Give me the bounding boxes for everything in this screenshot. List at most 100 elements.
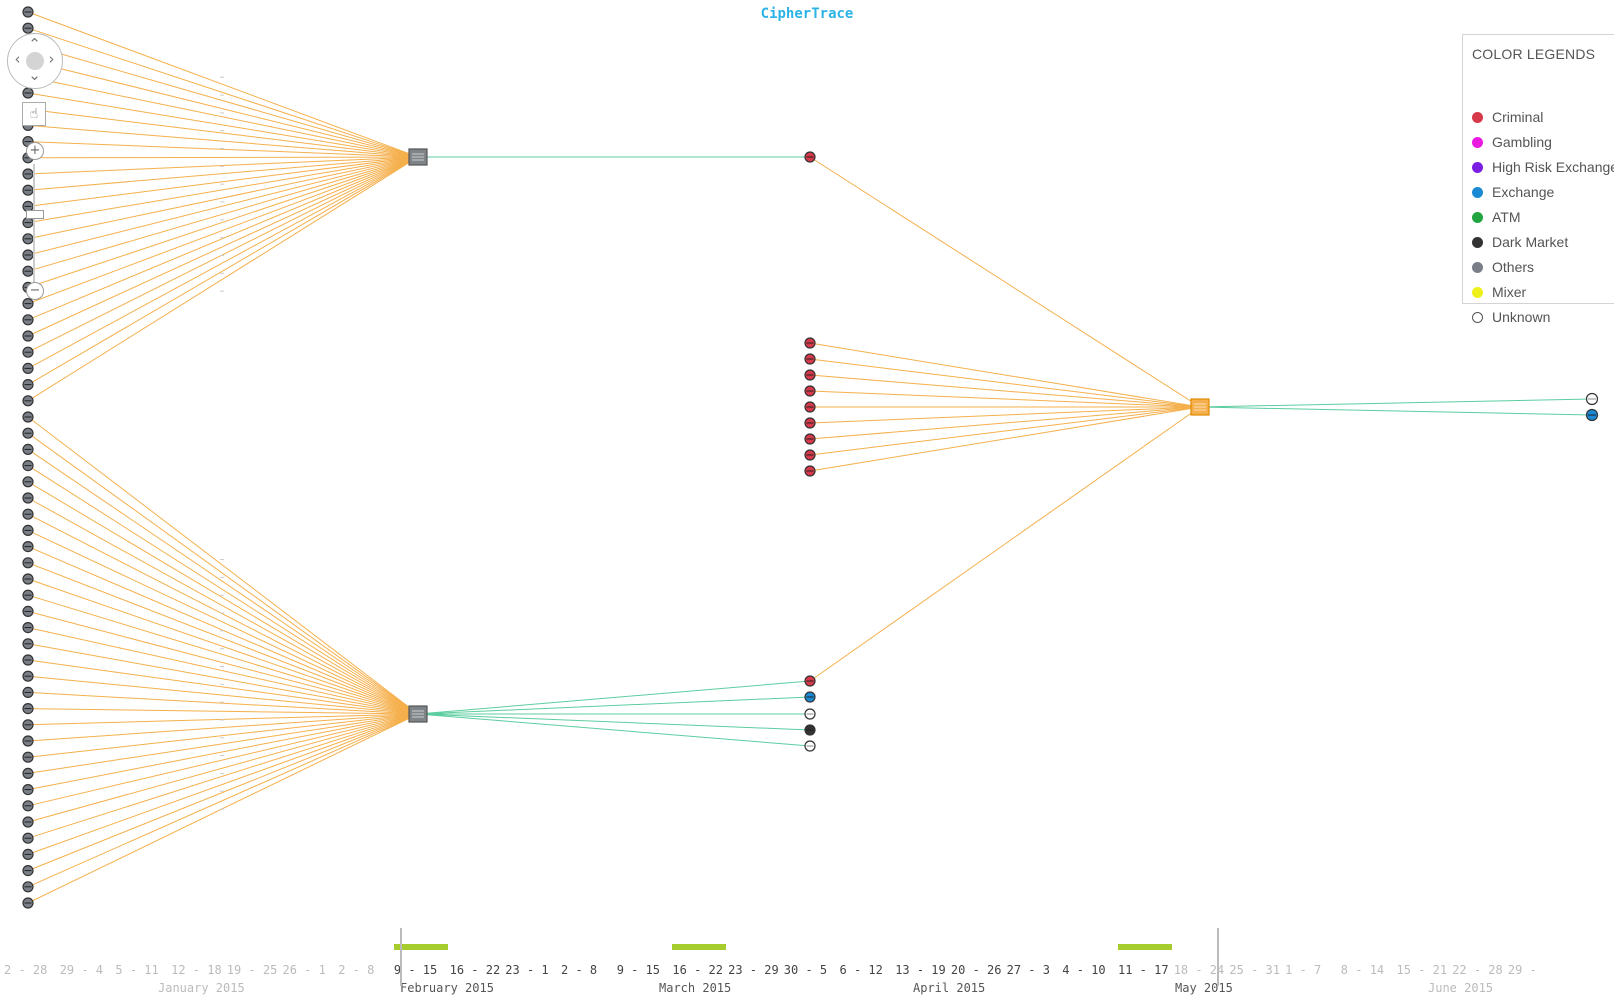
- address-node-others[interactable]: [22, 22, 34, 34]
- timeline-month-label[interactable]: January 2015: [158, 981, 245, 995]
- timeline-week-label[interactable]: 25 - 31: [1229, 963, 1280, 977]
- timeline-month-label[interactable]: April 2015: [913, 981, 986, 995]
- address-node-others[interactable]: [22, 783, 34, 796]
- address-node-unknown[interactable]: [804, 740, 816, 752]
- address-node-others[interactable]: [22, 508, 34, 520]
- address-node-others[interactable]: [22, 346, 34, 358]
- address-node-others[interactable]: [22, 249, 34, 261]
- timeline[interactable]: 2 - 28 29 - 4 5 - 11 12 - 18 19 - 25 26 - 1 2 …: [0, 922, 1614, 995]
- timeline-month-label[interactable]: March 2015: [659, 981, 732, 995]
- timeline-week-label[interactable]: 9 - 15: [393, 963, 438, 977]
- address-node-others[interactable]: [22, 168, 34, 180]
- timeline-week-label[interactable]: 2 - 8: [338, 963, 375, 977]
- address-node-others[interactable]: [22, 492, 34, 504]
- address-node-others[interactable]: [22, 6, 34, 18]
- timeline-week-label[interactable]: 27 - 3: [1006, 963, 1050, 977]
- address-node-exchange[interactable]: [804, 691, 816, 703]
- timeline-week-label[interactable]: 12 - 18: [171, 963, 222, 977]
- timeline-week-label[interactable]: 2 - 8: [561, 963, 598, 977]
- address-node-others[interactable]: [22, 298, 34, 310]
- address-node-others[interactable]: [22, 524, 34, 537]
- address-node-criminal[interactable]: [804, 369, 816, 381]
- pan-right-icon[interactable]: ›: [48, 50, 55, 68]
- timeline-week-label[interactable]: 9 - 15: [616, 963, 661, 977]
- timeline-week-label[interactable]: 26 - 1: [282, 963, 326, 977]
- timeline-month-label[interactable]: February 2015: [400, 981, 494, 995]
- timeline-week-label[interactable]: 16 - 22: [672, 963, 723, 977]
- address-node-others[interactable]: [22, 621, 34, 634]
- timeline-week-label[interactable]: 20 - 26: [950, 963, 1002, 977]
- address-node-others[interactable]: [22, 800, 34, 812]
- address-node-others[interactable]: [22, 379, 34, 391]
- address-node-criminal[interactable]: [804, 465, 816, 477]
- address-node-criminal[interactable]: [804, 433, 816, 445]
- timeline-week-label[interactable]: 4 - 10: [1062, 963, 1106, 977]
- address-node-others[interactable]: [22, 87, 34, 99]
- address-node-others[interactable]: [22, 265, 34, 277]
- pan-left-icon[interactable]: ‹: [14, 50, 21, 68]
- timeline-range-start-handle[interactable]: [400, 928, 402, 986]
- address-node-others[interactable]: [22, 735, 34, 747]
- address-node-others[interactable]: [22, 217, 34, 229]
- address-node-others[interactable]: [22, 719, 34, 731]
- address-node-others[interactable]: [22, 411, 34, 423]
- address-node-others[interactable]: [22, 233, 34, 245]
- timeline-week-label[interactable]: 29 - 4: [59, 963, 104, 977]
- address-node-others[interactable]: [22, 670, 34, 682]
- address-node-others[interactable]: [22, 362, 34, 374]
- timeline-week-label[interactable]: 1 - 7: [1285, 963, 1322, 977]
- timeline-week-label[interactable]: 13 - 19: [895, 963, 946, 977]
- address-node-others[interactable]: [22, 395, 34, 407]
- address-node-others[interactable]: [22, 751, 34, 763]
- timeline-week-label[interactable]: 16 - 22: [449, 963, 501, 977]
- navigation-pad[interactable]: ⌃ ⌄ ‹ ›: [7, 33, 63, 89]
- address-node-others[interactable]: [22, 540, 34, 553]
- timeline-week-label[interactable]: 18 - 24: [1173, 963, 1225, 977]
- timeline-week-label[interactable]: 30 - 5: [783, 963, 828, 977]
- pan-down-icon[interactable]: ⌄: [28, 66, 41, 84]
- timeline-week-label[interactable]: 15 - 21: [1396, 963, 1448, 977]
- address-node-others[interactable]: [22, 832, 34, 844]
- address-node-exchange[interactable]: [1585, 408, 1599, 422]
- address-node-others[interactable]: [22, 638, 34, 650]
- address-node-others[interactable]: [22, 184, 34, 196]
- pan-up-icon[interactable]: ⌃: [28, 35, 41, 53]
- address-node-criminal[interactable]: [804, 385, 816, 397]
- zoom-slider-handle[interactable]: [26, 210, 44, 219]
- address-node-unknown[interactable]: [804, 708, 816, 720]
- navigation-center-button[interactable]: [26, 52, 44, 70]
- pan-hand-icon[interactable]: ☝: [22, 102, 46, 126]
- address-node-others[interactable]: [22, 314, 34, 326]
- address-node-others[interactable]: [22, 330, 34, 342]
- address-node-others[interactable]: [22, 460, 34, 472]
- timeline-month-label[interactable]: May 2015: [1175, 981, 1233, 995]
- address-node-criminal[interactable]: [804, 151, 816, 163]
- address-node-others[interactable]: [22, 702, 34, 715]
- address-node-others[interactable]: [22, 767, 34, 780]
- address-node-others[interactable]: [22, 605, 34, 618]
- address-node-criminal[interactable]: [804, 417, 816, 429]
- zoom-out-button[interactable]: −: [26, 282, 44, 300]
- zoom-in-button[interactable]: +: [26, 142, 44, 160]
- address-node-others[interactable]: [22, 557, 34, 569]
- timeline-month-label[interactable]: June 2015: [1428, 981, 1494, 995]
- timeline-week-label[interactable]: 19 - 25: [226, 963, 278, 977]
- timeline-week-label[interactable]: 11 - 17: [1118, 963, 1169, 977]
- timeline-week-label[interactable]: 5 - 11: [115, 963, 159, 977]
- timeline-range-end-handle[interactable]: [1217, 928, 1219, 986]
- address-node-others[interactable]: [22, 654, 34, 666]
- zoom-slider-track[interactable]: [33, 164, 35, 282]
- address-node-others[interactable]: [22, 816, 34, 828]
- address-node-criminal[interactable]: [804, 449, 816, 461]
- timeline-week-label[interactable]: 22 - 28: [1452, 963, 1503, 977]
- address-node-others[interactable]: [22, 897, 34, 909]
- address-node-unknown[interactable]: [1585, 392, 1599, 406]
- address-node-criminal[interactable]: [804, 353, 816, 365]
- address-node-criminal[interactable]: [804, 675, 816, 687]
- address-node-others[interactable]: [22, 573, 34, 585]
- timeline-week-label[interactable]: 8 - 14: [1340, 963, 1385, 977]
- address-node-criminal[interactable]: [804, 337, 816, 349]
- address-node-others[interactable]: [22, 848, 34, 861]
- address-node-others[interactable]: [22, 881, 34, 893]
- address-node-others[interactable]: [22, 589, 34, 601]
